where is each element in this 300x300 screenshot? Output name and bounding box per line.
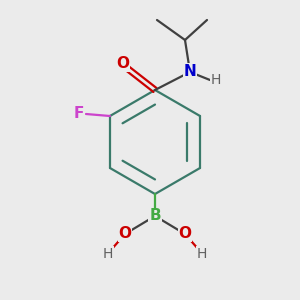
Text: H: H [211,73,221,87]
Text: N: N [184,64,196,79]
Text: H: H [197,247,207,261]
Text: O: O [178,226,191,242]
Text: F: F [74,106,84,122]
Text: O: O [116,56,130,71]
Text: B: B [149,208,161,224]
Text: H: H [103,247,113,261]
Text: O: O [118,226,131,242]
